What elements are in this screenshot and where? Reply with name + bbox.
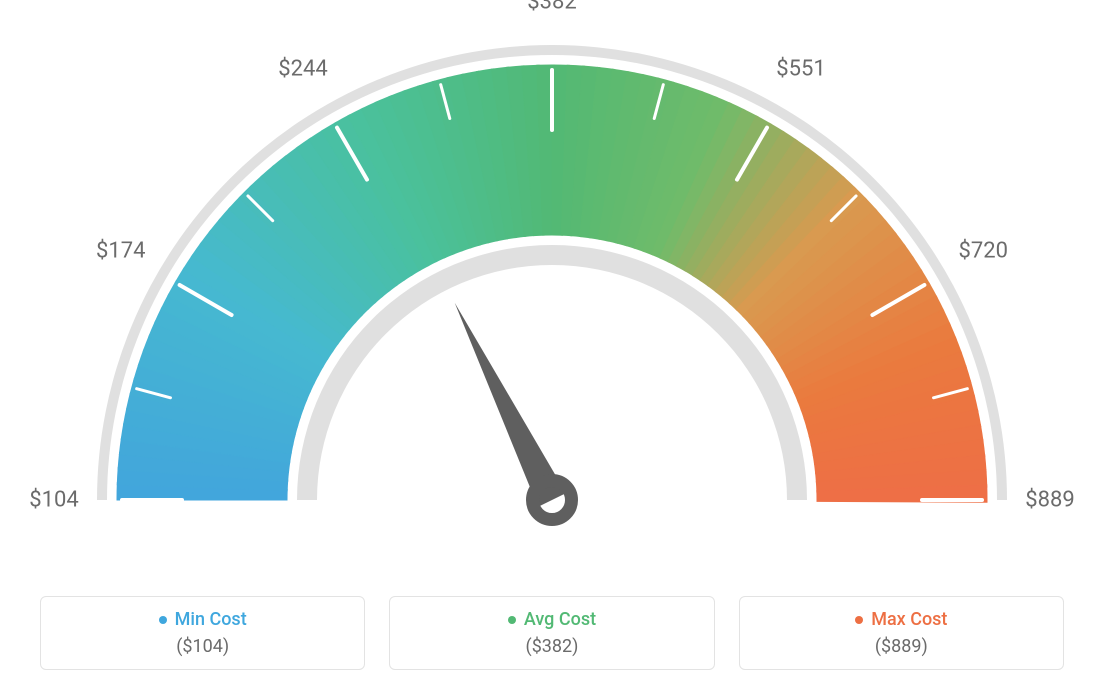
legend-card-avg: Avg Cost ($382) [389,596,714,670]
legend-row: Min Cost ($104) Avg Cost ($382) Max Cost… [0,596,1104,670]
tick-label: $104 [29,488,78,513]
legend-value-min: ($104) [176,636,229,657]
legend-dot-max [855,616,863,624]
tick-label: $720 [959,239,1008,264]
gauge-container: $104 $174 $244 $382 $551 $720 $889 [0,0,1104,570]
legend-title-min: Min Cost [159,609,247,630]
legend-label-min: Min Cost [175,609,247,630]
legend-value-max: ($889) [875,636,928,657]
legend-title-avg: Avg Cost [508,609,596,630]
tick-label: $244 [278,56,327,81]
legend-dot-min [159,616,167,624]
tick-label: $889 [1025,488,1074,513]
gauge-svg [0,0,1104,570]
tick-label: $551 [776,56,825,81]
tick-label: $174 [96,239,145,264]
tick-label: $382 [527,0,576,15]
legend-dot-avg [508,616,516,624]
legend-value-avg: ($382) [526,636,579,657]
legend-card-max: Max Cost ($889) [739,596,1064,670]
legend-label-max: Max Cost [871,609,947,630]
legend-card-min: Min Cost ($104) [40,596,365,670]
legend-label-avg: Avg Cost [524,609,596,630]
legend-title-max: Max Cost [855,609,947,630]
